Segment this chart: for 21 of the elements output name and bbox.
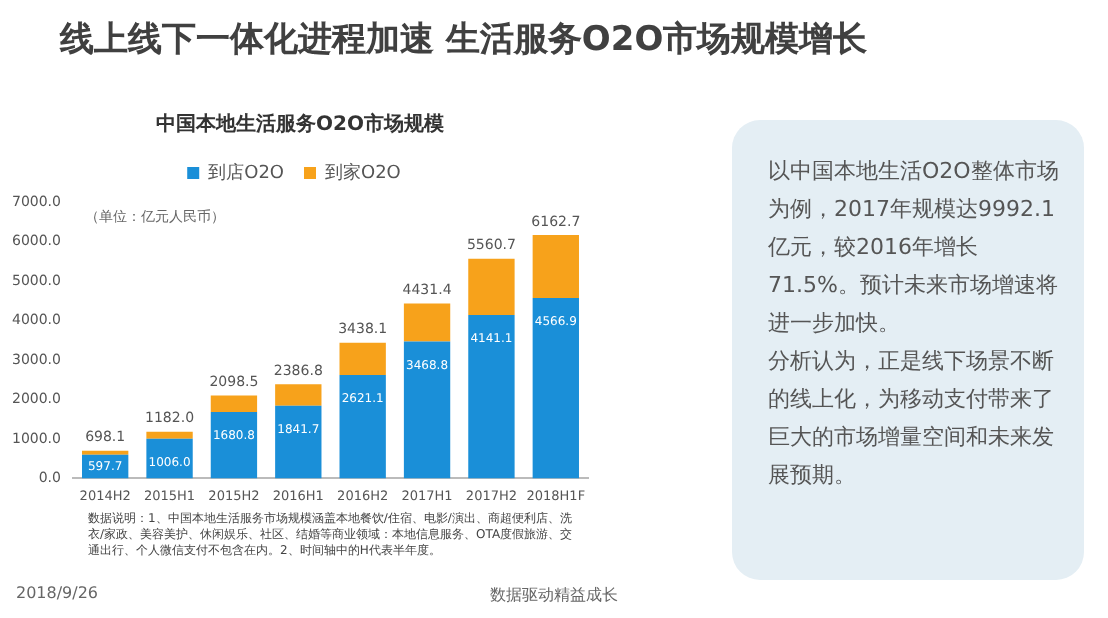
- bar: [339, 374, 386, 479]
- text: 以中国本地生活O2O整体市场为例，2017年规模达9992.1亿元，较2016年增长71.5%。预计未来市场增速将进一步加快。: [768, 156, 1060, 340]
- bar: [403, 303, 451, 342]
- bar: [146, 431, 193, 439]
- bar: [210, 412, 258, 479]
- bar: [339, 342, 386, 375]
- bar: [403, 341, 451, 479]
- chart-subtitle: 中国本地生活服务O2O市场规模: [156, 110, 444, 138]
- bar: [275, 405, 322, 479]
- legend-label: 到店O2O: [208, 161, 285, 184]
- legend-label: 到家O2O: [325, 161, 401, 184]
- text: 数据驱动精益成长: [490, 584, 618, 606]
- bar: [532, 235, 579, 299]
- bar: [468, 258, 515, 315]
- text: 分析认为，正是线下场景不断的线上化，为移动支付带来了巨大的市场增量空间和未来发展预期。: [768, 346, 1056, 492]
- chart-title: 线上线下一体化进程加速 生活服务O2O市场规模增长: [60, 18, 868, 62]
- bar: [210, 395, 258, 413]
- text: 2018/9/26: [16, 584, 99, 602]
- bar: [468, 314, 515, 479]
- bar: [532, 298, 579, 479]
- bar: [275, 384, 322, 406]
